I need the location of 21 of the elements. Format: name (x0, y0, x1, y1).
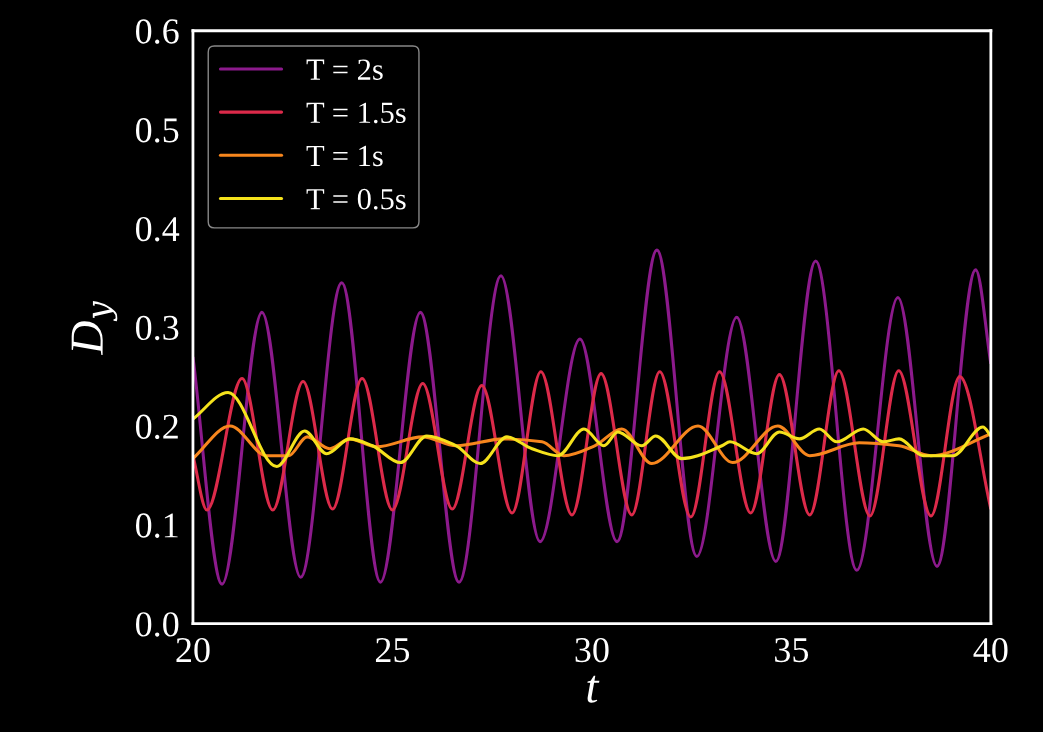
y-tick-label: 0.1 (136, 513, 178, 538)
x-tick-label: 20 (176, 637, 210, 663)
legend-label: T = 2s (306, 59, 383, 80)
line-series (192, 369, 991, 519)
line-series (192, 248, 991, 586)
legend-label: T = 1.5s (306, 102, 406, 124)
y-tick-label: 0.2 (136, 414, 178, 440)
line-series (192, 390, 991, 469)
x-tick-label: 30 (575, 637, 609, 663)
x-tick-label: 40 (973, 637, 1008, 663)
y-axis-title: D$_{y}$ (71, 301, 118, 356)
y-tick-label: 0.3 (136, 315, 179, 341)
x-tick-label: 35 (775, 638, 809, 663)
x-axis-title: t (587, 675, 600, 703)
x-tick-label: 25 (375, 638, 410, 663)
legend-label: T = 0.5s (306, 188, 406, 210)
y-tick-label: 0.6 (136, 19, 179, 44)
y-tick-label: 0.0 (136, 612, 179, 637)
legend-label: T = 1s (306, 145, 383, 167)
y-tick-label: 0.4 (136, 216, 180, 242)
y-tick-label: 0.5 (136, 118, 179, 143)
